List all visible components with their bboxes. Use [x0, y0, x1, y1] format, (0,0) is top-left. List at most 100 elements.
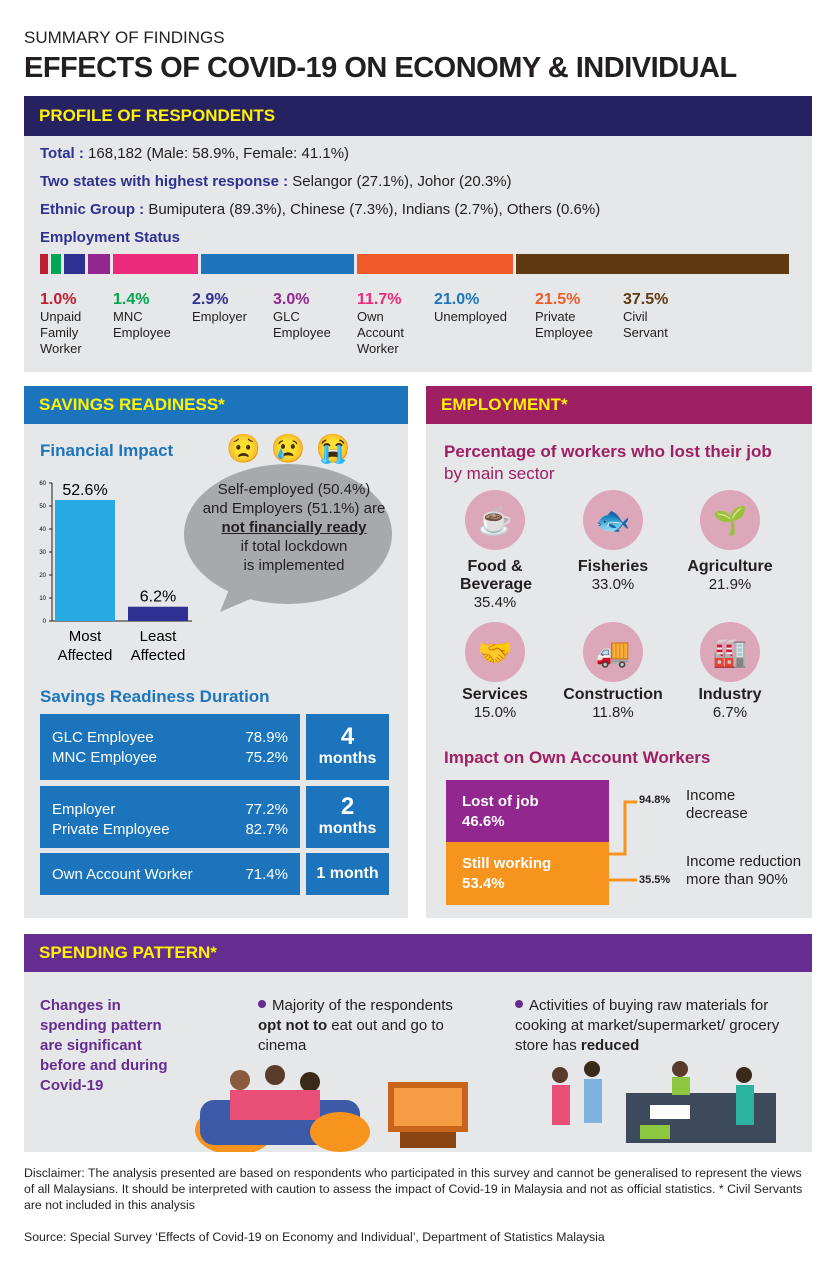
own-account-heading: Impact on Own Account Workers: [444, 748, 711, 767]
bar-data-label: 52.6%: [62, 482, 107, 499]
sector-name: Agriculture: [687, 558, 773, 575]
coffee-cup-icon: ☕: [465, 490, 525, 550]
readiness-pct: 82.7%: [245, 821, 288, 838]
bubble-line: is implemented: [243, 557, 345, 574]
bar-data-label: 6.2%: [140, 589, 176, 606]
sector-item: Agriculture 21.9%: [670, 558, 790, 594]
financial-impact-chart: 0 10 20 30 40 50 60 52.6% Most Affected 6.2% Least A…: [39, 481, 192, 664]
disclaimer: Disclaimer: The analysis presented are b…: [24, 1166, 803, 1212]
bubble-line: and Employers (51.1%) are: [202, 500, 386, 517]
readiness-pct: 77.2%: [245, 801, 288, 818]
ethnic-value: Bumiputera (89.3%), Chinese (7.3%), Indi…: [144, 201, 601, 218]
employment-heading: EMPLOYMENT*: [426, 386, 812, 424]
y-tick-label: 0: [43, 619, 47, 625]
employment-legend-item: 37.5% Civil Servant: [623, 290, 703, 341]
employment-legend-item: 2.9% Employer: [192, 290, 272, 325]
duration-row: Employer 77.2%: [52, 800, 288, 820]
lost-job-box: Lost of job 46.6%: [446, 780, 609, 842]
employee-type: MNC Employee: [52, 749, 158, 766]
y-tick-label: 30: [39, 550, 46, 556]
employment-legend-item: 3.0% GLC Employee: [273, 290, 353, 341]
sector-pct: 21.9%: [708, 576, 752, 593]
bar: [128, 606, 188, 621]
duration-row: MNC Employee 75.2%: [52, 748, 288, 768]
duration-group: Employer 77.2% Private Employee 82.7%: [40, 786, 300, 848]
financial-impact-heading: Financial Impact: [40, 441, 174, 460]
page-title: EFFECTS OF COVID-19 ON ECONOMY & INDIVID…: [24, 52, 737, 84]
employment-legend-item: 1.0% Unpaid Family Worker: [40, 290, 120, 357]
employment-bar-segment: [88, 254, 111, 274]
lost-job-subtitle: by main sector: [444, 464, 555, 483]
duration-unit: 1 month: [316, 865, 379, 882]
category-label: Affected: [131, 647, 186, 664]
employment-legend-item: 21.5% Private Employee: [535, 290, 615, 341]
employment-pct: 1.4%: [113, 291, 150, 308]
category-label: Least: [140, 628, 178, 645]
duration-unit: months: [318, 750, 377, 767]
employment-pct: 11.7%: [357, 291, 402, 308]
employment-pct: 37.5%: [623, 291, 669, 308]
sector-name: Fisheries: [577, 558, 649, 575]
employment-label: Employer: [192, 309, 247, 324]
bullet-bold: opt not to: [258, 1017, 328, 1034]
employee-type: Employer: [52, 801, 116, 818]
readiness-pct: 75.2%: [245, 749, 288, 766]
sector-item: Construction 11.8%: [553, 686, 673, 722]
employment-label: Own Account Worker: [357, 309, 404, 356]
bullet-text: eat out and go to cinema: [258, 1017, 444, 1054]
duration-number: 2: [340, 793, 355, 820]
profile-heading: PROFILE OF RESPONDENTS: [24, 96, 812, 136]
sector-name: Industry: [698, 686, 762, 703]
employment-pct: 2.9%: [192, 291, 229, 308]
sector-pct: 11.8%: [592, 704, 634, 721]
bubble-line: if total lockdown: [240, 538, 348, 555]
category-label: Most: [69, 628, 102, 645]
bullet-text: Majority of the respondents: [272, 997, 453, 1014]
bubble-text: Self-employed (50.4%) and Employers (51.…: [188, 480, 400, 575]
states-line: Two states with highest response : Selan…: [40, 173, 512, 190]
ethnic-label: Ethnic Group :: [40, 201, 145, 218]
sector-name: Construction: [563, 686, 663, 703]
employment-label: GLC Employee: [273, 309, 331, 340]
lost-job-label: Lost of job: [462, 793, 539, 810]
y-tick-label: 60: [39, 481, 46, 487]
employment-bar-segment: [64, 254, 86, 274]
total-line: Total : 168,182 (Male: 58.9%, Female: 41…: [40, 145, 349, 162]
duration-value: 4 months: [306, 714, 389, 780]
sector-item: Services 15.0%: [435, 686, 555, 722]
sector-pct: 33.0%: [591, 576, 635, 593]
duration-number: 4: [340, 723, 355, 750]
ethnic-line: Ethnic Group : Bumiputera (89.3%), Chine…: [40, 201, 600, 218]
still-working-label: Still working: [462, 855, 552, 872]
sector-name: Food & Beverage: [460, 558, 533, 593]
employee-type: Own Account Worker: [52, 866, 193, 883]
connector-lines: [609, 800, 637, 882]
bullet-icon: [515, 1000, 523, 1008]
page-subtitle: SUMMARY OF FINDINGS: [24, 28, 225, 47]
bullet-bold: reduced: [580, 1037, 640, 1054]
bubble-line: Self-employed (50.4%): [217, 481, 371, 498]
states-value: Selangor (27.1%), Johor (20.3%): [288, 173, 512, 190]
employment-bar-segment: [516, 254, 789, 274]
y-tick-label: 20: [39, 573, 46, 579]
spending-heading: SPENDING PATTERN*: [24, 934, 812, 972]
employment-label: Civil Servant: [623, 309, 668, 340]
bubble-emphasis: not financially ready: [221, 519, 367, 536]
family-watching-tv-illustration: [195, 1065, 468, 1152]
duration-group: Own Account Worker 71.4%: [40, 853, 300, 895]
speech-bubble: [184, 464, 392, 612]
bullet-eat-out: Majority of the respondents opt not to e…: [258, 996, 478, 1056]
reduction-pct: 35.5%: [639, 874, 671, 886]
sector-name: Services: [462, 686, 528, 703]
employment-legend-item: 21.0% Unemployed: [434, 290, 514, 325]
employee-type: Private Employee: [52, 821, 170, 838]
employment-bar-segment: [40, 254, 48, 274]
employment-pct: 1.0%: [40, 291, 77, 308]
lost-job-pct: 46.6%: [462, 813, 505, 830]
factory-icon: 🏭: [700, 622, 760, 682]
bar: [55, 500, 115, 621]
y-tick-label: 10: [39, 596, 46, 602]
employment-bar-segment: [201, 254, 354, 274]
employment-label: MNC Employee: [113, 309, 171, 340]
duration-group: GLC Employee 78.9% MNC Employee 75.2%: [40, 714, 300, 780]
